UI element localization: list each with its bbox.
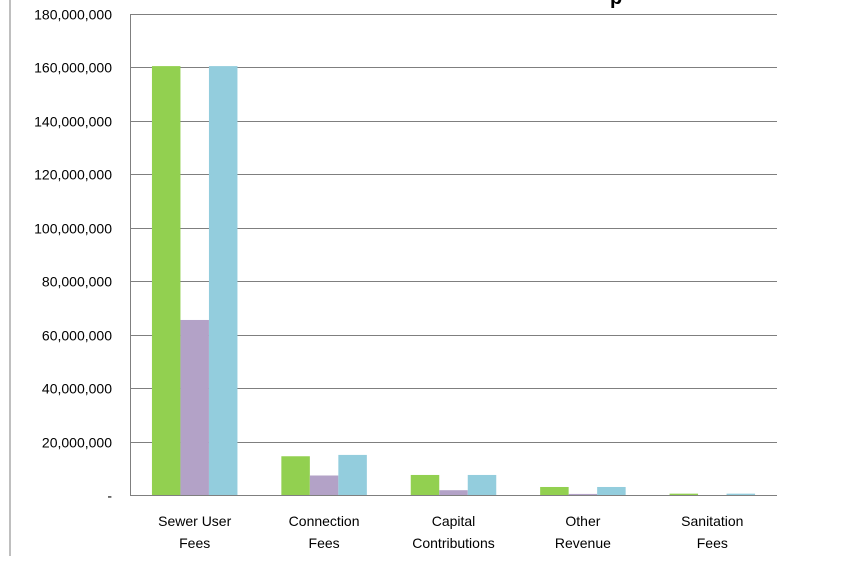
y-tick-label: - bbox=[107, 488, 112, 504]
bar bbox=[540, 486, 569, 495]
y-tick-label: 180,000,000 bbox=[34, 7, 112, 23]
bar bbox=[439, 490, 468, 495]
bar bbox=[467, 474, 497, 495]
bar bbox=[151, 66, 181, 495]
bar bbox=[338, 454, 367, 495]
y-tick-label: 100,000,000 bbox=[34, 221, 112, 237]
x-category-label: Sewer User Fees bbox=[158, 513, 231, 551]
bar bbox=[568, 493, 598, 495]
bar bbox=[180, 319, 209, 495]
chart-title-fragment: p bbox=[610, 0, 622, 9]
y-tick-label: 140,000,000 bbox=[34, 114, 112, 130]
y-tick-label: 60,000,000 bbox=[42, 328, 112, 344]
bar bbox=[669, 493, 699, 495]
y-tick-label: 40,000,000 bbox=[42, 381, 112, 397]
x-category-label: Connection Fees bbox=[289, 513, 360, 551]
x-category-label: Sanitation Fees bbox=[681, 513, 743, 551]
bar bbox=[597, 486, 626, 495]
x-category-label: Other Revenue bbox=[555, 513, 611, 551]
bar bbox=[726, 493, 756, 495]
y-tick-label: 80,000,000 bbox=[42, 274, 112, 290]
bar bbox=[309, 475, 339, 495]
bar bbox=[208, 66, 238, 495]
bar bbox=[410, 474, 440, 495]
bar bbox=[281, 456, 310, 495]
y-tick-label: 160,000,000 bbox=[34, 60, 112, 76]
y-tick-label: 20,000,000 bbox=[42, 435, 112, 451]
x-category-label: Capital Contributions bbox=[412, 513, 495, 551]
y-tick-label: 120,000,000 bbox=[34, 167, 112, 183]
